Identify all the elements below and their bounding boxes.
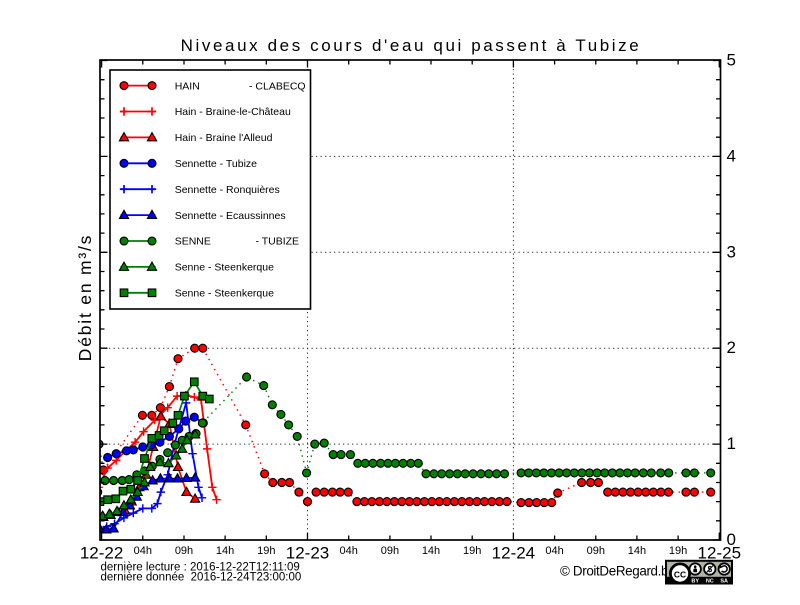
svg-text:dernière lecture : 2016-12-22T: dernière lecture : 2016-12-22T12:11:09 [101,562,300,574]
svg-text:Hain - Braine l'Alleud: Hain - Braine l'Alleud [175,132,273,144]
svg-text:- CLABECQ: - CLABECQ [249,80,306,92]
svg-text:04h: 04h [340,545,358,557]
svg-text:Sennette - Tubize: Sennette - Tubize [175,158,257,170]
svg-text:CC: CC [674,569,686,579]
svg-text:Débit en m³/s: Débit en m³/s [75,234,95,361]
svg-text:3: 3 [727,242,736,261]
svg-text:19h: 19h [257,545,275,557]
svg-text:HAIN: HAIN [175,80,200,92]
svg-text:SA: SA [720,578,728,584]
svg-text:2: 2 [727,338,736,357]
svg-text:Niveaux des cours d'eau qui pa: Niveaux des cours d'eau qui passent à Tu… [181,36,642,55]
svg-text:BY: BY [691,578,699,584]
svg-text:12-25: 12-25 [698,544,741,563]
svg-text:5: 5 [727,51,736,70]
svg-text:Sennette - Ronquières: Sennette - Ronquières [175,184,280,196]
svg-text:Senne - Steenkerque: Senne - Steenkerque [175,288,274,300]
svg-text:- TUBIZE: - TUBIZE [256,236,300,248]
svg-text:Senne - Steenkerque: Senne - Steenkerque [175,262,274,274]
svg-text:12-23: 12-23 [286,544,329,563]
svg-text:14h: 14h [628,545,646,557]
svg-text:4: 4 [727,146,736,165]
svg-text:09h: 09h [175,545,193,557]
svg-text:Hain - Braine-le-Château: Hain - Braine-le-Château [175,106,291,118]
svg-text:12-22: 12-22 [80,544,123,563]
svg-text:Sennette - Ecaussinnes: Sennette - Ecaussinnes [175,210,286,222]
svg-text:09h: 09h [381,545,399,557]
svg-text:19h: 19h [463,545,481,557]
svg-text:NC: NC [706,578,714,584]
svg-text:14h: 14h [422,545,440,557]
svg-text:09h: 09h [587,545,605,557]
svg-text:SENNE: SENNE [175,236,211,248]
svg-text:$: $ [708,565,713,574]
svg-text:dernière donnée 2016-12-24T23: dernière donnée 2016-12-24T23:00:00 [101,572,302,584]
svg-text:0: 0 [727,530,736,549]
svg-text:19h: 19h [669,545,687,557]
svg-text:12-24: 12-24 [492,544,535,563]
svg-text:© DroitDeRegard.be: © DroitDeRegard.be [560,564,675,579]
svg-text:14h: 14h [216,545,234,557]
svg-text:1: 1 [727,434,736,453]
svg-text:04h: 04h [545,545,563,557]
svg-text:04h: 04h [134,545,152,557]
